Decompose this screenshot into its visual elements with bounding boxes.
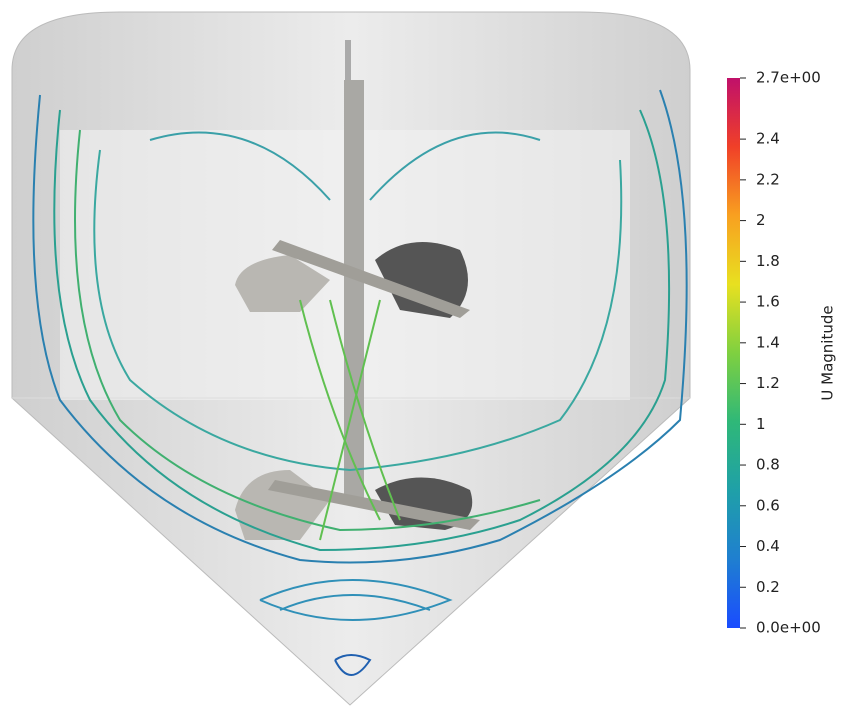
colorbar-tick-label: 2.2: [756, 170, 780, 188]
streamlines: [32, 89, 688, 676]
colorbar-tick-label: 0.2: [756, 578, 780, 596]
colorbar-tick-label: 1.8: [756, 252, 780, 270]
colorbar-title: U Magnitude: [819, 305, 837, 400]
colorbar-bar: [727, 78, 740, 628]
colorbar-tick-label: 2.7e+00: [756, 69, 821, 87]
tank: [11, 11, 691, 706]
colorbar-tick-label: 1.2: [756, 374, 780, 392]
colorbar-tick-label: 1: [756, 415, 766, 433]
colorbar-tick-label: 0.8: [756, 456, 780, 474]
colorbar: U Magnitude 0.0e+00 0.2 0.4 0.6 0.8 1 1.2 1.4 1.…: [727, 69, 837, 637]
colorbar-tick-label: 0.6: [756, 496, 780, 514]
colorbar-tick-label: 0.0e+00: [756, 619, 821, 637]
colorbar-tick-label: 2.4: [756, 130, 780, 148]
colorbar-tick-label: 2: [756, 211, 766, 229]
colorbar-tick-label: 1.6: [756, 293, 780, 311]
colorbar-tick-label: 0.4: [756, 537, 780, 555]
colorbar-tick-label: 1.4: [756, 333, 780, 351]
